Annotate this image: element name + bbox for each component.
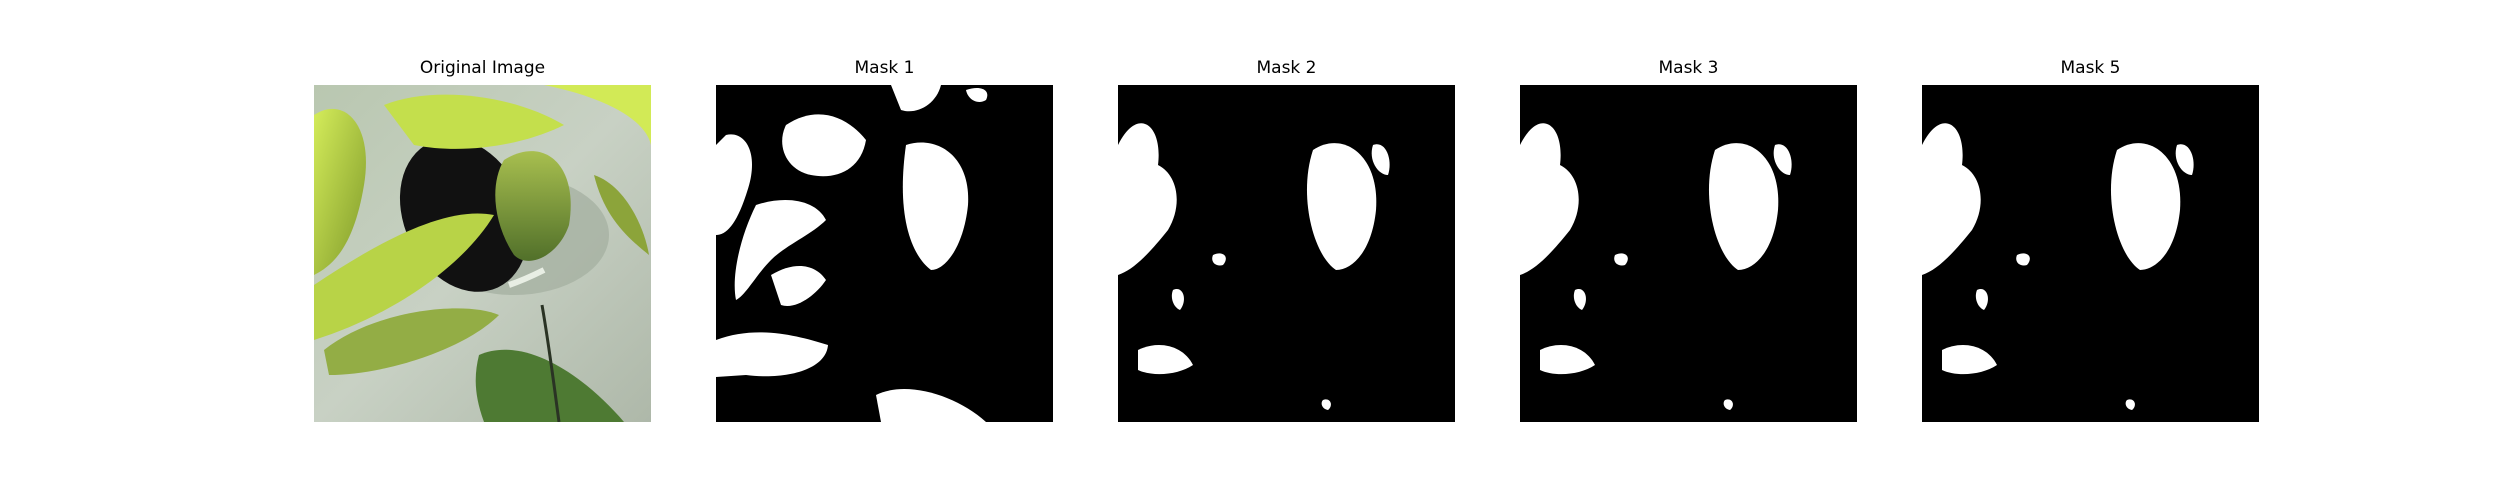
mask-2-image bbox=[1118, 85, 1455, 422]
panel-title: Original Image bbox=[419, 58, 546, 78]
panel-title: Mask 5 bbox=[2060, 58, 2121, 78]
panel-title: Mask 1 bbox=[854, 58, 915, 78]
original-image bbox=[314, 85, 651, 422]
panel-title: Mask 2 bbox=[1256, 58, 1317, 78]
mask-3-image bbox=[1520, 85, 1857, 422]
mask-5-image bbox=[1922, 85, 2259, 422]
panel-title: Mask 3 bbox=[1658, 58, 1719, 78]
mask-1-image bbox=[716, 85, 1053, 422]
